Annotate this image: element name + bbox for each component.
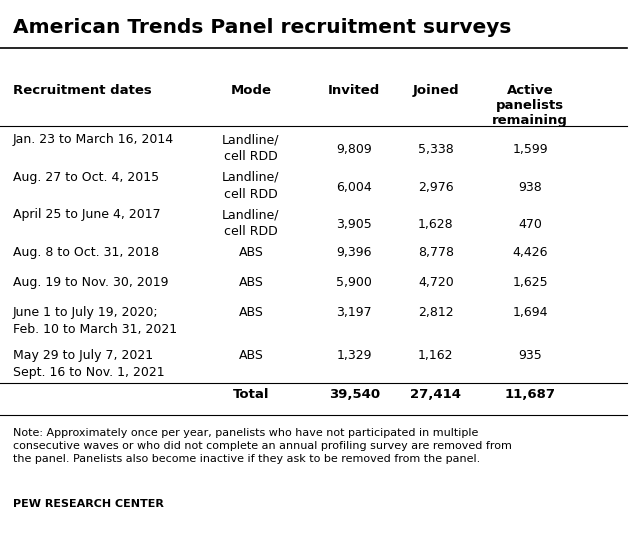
Text: 39,540: 39,540 <box>329 388 380 401</box>
Text: Mode: Mode <box>230 84 271 97</box>
Text: 1,162: 1,162 <box>418 349 454 363</box>
Text: 2,976: 2,976 <box>418 181 454 194</box>
Text: Recruitment dates: Recruitment dates <box>13 84 151 97</box>
Text: 5,900: 5,900 <box>337 276 372 289</box>
Text: 9,396: 9,396 <box>337 246 372 259</box>
Text: June 1 to July 19, 2020;
Feb. 10 to March 31, 2021: June 1 to July 19, 2020; Feb. 10 to Marc… <box>13 306 177 336</box>
Text: 1,329: 1,329 <box>337 349 372 363</box>
Text: 1,625: 1,625 <box>512 276 548 289</box>
Text: 1,628: 1,628 <box>418 218 454 231</box>
Text: 6,004: 6,004 <box>337 181 372 194</box>
Text: Aug. 19 to Nov. 30, 2019: Aug. 19 to Nov. 30, 2019 <box>13 276 168 289</box>
Text: ABS: ABS <box>239 276 263 289</box>
Text: Invited: Invited <box>328 84 381 97</box>
Text: ABS: ABS <box>239 306 263 320</box>
Text: 3,197: 3,197 <box>337 306 372 320</box>
Text: 2,812: 2,812 <box>418 306 454 320</box>
Text: Aug. 27 to Oct. 4, 2015: Aug. 27 to Oct. 4, 2015 <box>13 171 159 184</box>
Text: 1,599: 1,599 <box>512 143 548 156</box>
Text: Landline/
cell RDD: Landline/ cell RDD <box>222 133 280 163</box>
Text: Landline/
cell RDD: Landline/ cell RDD <box>222 208 280 238</box>
Text: 3,905: 3,905 <box>337 218 372 231</box>
Text: 27,414: 27,414 <box>410 388 461 401</box>
Text: April 25 to June 4, 2017: April 25 to June 4, 2017 <box>13 208 160 222</box>
Text: 935: 935 <box>518 349 542 363</box>
Text: 9,809: 9,809 <box>337 143 372 156</box>
Text: Note: Approximately once per year, panelists who have not participated in multip: Note: Approximately once per year, panel… <box>13 428 511 464</box>
Text: Total: Total <box>232 388 269 401</box>
Text: Active
panelists
remaining: Active panelists remaining <box>492 84 568 127</box>
Text: Aug. 8 to Oct. 31, 2018: Aug. 8 to Oct. 31, 2018 <box>13 246 159 259</box>
Text: Landline/
cell RDD: Landline/ cell RDD <box>222 171 280 201</box>
Text: 4,720: 4,720 <box>418 276 454 289</box>
Text: 470: 470 <box>518 218 542 231</box>
Text: 11,687: 11,687 <box>504 388 556 401</box>
Text: ABS: ABS <box>239 246 263 259</box>
Text: 4,426: 4,426 <box>512 246 548 259</box>
Text: 8,778: 8,778 <box>418 246 454 259</box>
Text: ABS: ABS <box>239 349 263 363</box>
Text: 938: 938 <box>518 181 542 194</box>
Text: American Trends Panel recruitment surveys: American Trends Panel recruitment survey… <box>13 18 511 36</box>
Text: 5,338: 5,338 <box>418 143 454 156</box>
Text: Joined: Joined <box>413 84 460 97</box>
Text: 1,694: 1,694 <box>512 306 548 320</box>
Text: Jan. 23 to March 16, 2014: Jan. 23 to March 16, 2014 <box>13 133 173 147</box>
Text: May 29 to July 7, 2021
Sept. 16 to Nov. 1, 2021: May 29 to July 7, 2021 Sept. 16 to Nov. … <box>13 349 164 379</box>
Text: PEW RESEARCH CENTER: PEW RESEARCH CENTER <box>13 499 163 509</box>
